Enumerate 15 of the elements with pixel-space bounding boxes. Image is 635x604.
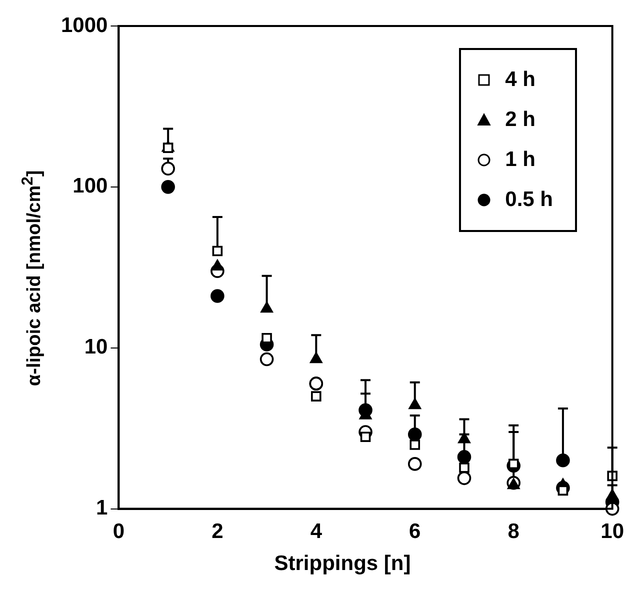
x-tick-label: 4 xyxy=(310,520,322,544)
legend-label: 1 h xyxy=(505,148,536,172)
y-tick-label: 1000 xyxy=(61,14,108,37)
x-axis-title: Strippings [n] xyxy=(273,552,412,576)
x-tick-label: 2 xyxy=(212,520,224,544)
y-tick-label: 10 xyxy=(84,336,108,359)
x-tick-label: 6 xyxy=(409,520,421,544)
x-tick-label: 8 xyxy=(508,520,520,544)
y-tick-label: 1 xyxy=(96,496,108,520)
legend-label: 4 h xyxy=(505,68,536,92)
x-tick-label: 10 xyxy=(600,520,624,544)
x-tick-label: 0 xyxy=(112,520,125,544)
legend-label: 2 h xyxy=(505,108,536,132)
legend-label: 0.5 h xyxy=(505,188,553,212)
y-tick-label: 100 xyxy=(72,174,108,198)
